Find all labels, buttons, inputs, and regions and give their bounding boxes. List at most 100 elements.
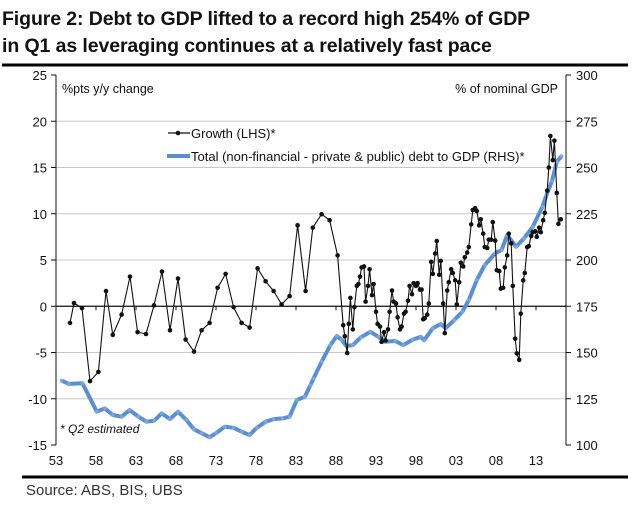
- growth-line: [69, 135, 562, 382]
- debt-point: [263, 419, 268, 424]
- debt-point: [483, 263, 487, 267]
- growth-point: [346, 321, 352, 327]
- debt-point: [127, 408, 132, 412]
- debt-point: [247, 433, 252, 437]
- growth-point: [407, 283, 412, 289]
- growth-point: [127, 274, 133, 279]
- growth-point: [385, 327, 391, 332]
- debt-point: [67, 382, 71, 386]
- growth-point: [454, 302, 460, 307]
- debt-point: [411, 337, 415, 342]
- growth-point: [287, 293, 292, 299]
- debt-point: [419, 334, 423, 339]
- debt-point: [303, 394, 307, 399]
- debt-point: [368, 329, 373, 334]
- growth-point: [448, 266, 454, 272]
- right-tick-label: 175: [576, 299, 598, 314]
- debt-point: [308, 383, 313, 387]
- x-tick-label: 83: [289, 453, 303, 468]
- growth-point: [514, 351, 520, 356]
- growth-point: [538, 229, 544, 235]
- growth-point: [544, 188, 550, 193]
- left-tick-label: 15: [33, 161, 47, 176]
- growth-point: [389, 288, 395, 293]
- growth-point: [352, 304, 357, 310]
- growth-point: [369, 292, 375, 298]
- growth-point: [550, 157, 556, 163]
- growth-point: [239, 320, 244, 326]
- growth-point: [522, 270, 528, 276]
- left-tick-label: -5: [35, 346, 47, 361]
- x-tick-label: 93: [369, 453, 383, 468]
- growth-point: [434, 238, 440, 244]
- growth-point: [395, 315, 400, 320]
- debt-point: [550, 179, 554, 183]
- growth-point: [464, 250, 470, 255]
- right-tick-label: 225: [576, 207, 598, 222]
- debt-point: [475, 278, 479, 282]
- growth-point: [504, 253, 510, 258]
- debt-point: [295, 398, 299, 402]
- growth-point: [344, 350, 350, 356]
- growth-point: [488, 237, 494, 242]
- growth-point: [426, 301, 432, 306]
- debt-point: [223, 424, 227, 429]
- debt-point: [207, 435, 212, 440]
- growth-point: [215, 285, 220, 291]
- growth-point: [442, 330, 448, 336]
- growth-point: [143, 331, 149, 337]
- growth-point: [295, 223, 300, 228]
- debt-point: [280, 416, 285, 421]
- title-line-1: Figure 2: Debt to GDP lifted to a record…: [2, 8, 531, 30]
- legend-growth-marker: [175, 130, 181, 136]
- growth-point: [383, 338, 388, 343]
- x-tick-label: 03: [449, 453, 463, 468]
- growth-point: [452, 278, 458, 283]
- growth-point: [361, 264, 367, 269]
- left-axis-label: %pts y/y change: [62, 82, 154, 96]
- debt-point: [95, 409, 99, 414]
- growth-point: [480, 231, 486, 236]
- growth-point: [552, 138, 557, 143]
- growth-point: [71, 300, 77, 306]
- series-growth: [67, 133, 564, 384]
- growth-point: [440, 301, 446, 306]
- growth-point: [500, 285, 506, 291]
- growth-point: [103, 288, 109, 294]
- debt-point: [80, 381, 85, 386]
- right-tick-label: 100: [576, 438, 598, 453]
- title-line-2: in Q1 as leveraging continues at a relat…: [2, 35, 492, 57]
- growth-point: [373, 309, 379, 315]
- legend-debt-label: Total (non-financial - private & public)…: [191, 149, 525, 164]
- growth-point: [540, 217, 546, 223]
- debt-point: [311, 376, 316, 381]
- debt-point: [199, 431, 204, 435]
- debt-point: [159, 411, 164, 416]
- growth-point: [506, 231, 512, 236]
- growth-point: [520, 278, 526, 283]
- growth-point: [367, 266, 372, 272]
- growth-point: [496, 268, 502, 274]
- debt-point: [376, 334, 381, 339]
- growth-point: [356, 281, 361, 287]
- gridlines: [56, 120, 566, 400]
- debt-point: [254, 425, 259, 430]
- debt-point: [239, 429, 244, 434]
- growth-point: [424, 312, 430, 317]
- axes: 25 300 20 275 15 250 10 225 5 200 0 175 -5 150 -10 125 -…: [28, 68, 598, 468]
- growth-point: [175, 276, 181, 281]
- growth-point: [371, 281, 376, 287]
- debt-point: [103, 406, 107, 411]
- series-debt: [59, 154, 564, 440]
- debt-point: [231, 425, 236, 430]
- growth-point: [432, 251, 438, 256]
- debt-point: [540, 204, 545, 209]
- x-tick-label: 68: [169, 453, 183, 468]
- growth-point: [444, 288, 450, 293]
- debt-point: [184, 418, 189, 422]
- growth-point: [456, 279, 462, 285]
- growth-point: [415, 280, 420, 286]
- left-tick-label: 5: [40, 253, 47, 268]
- growth-point: [335, 253, 340, 258]
